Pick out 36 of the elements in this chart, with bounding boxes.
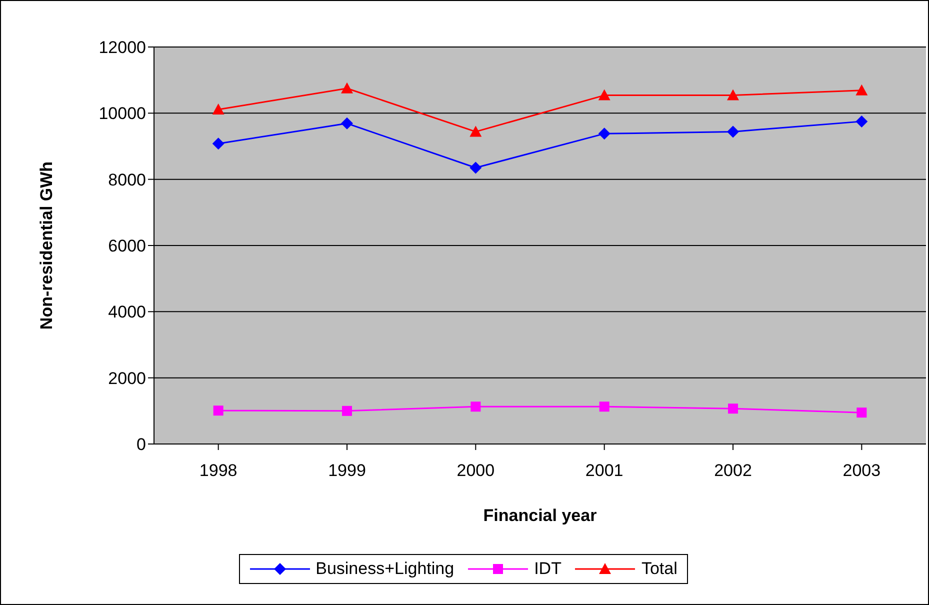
legend-label: Business+Lighting — [314, 559, 454, 579]
y-tick-label: 2000 — [108, 368, 146, 388]
y-tick-label: 12000 — [98, 38, 146, 58]
y-tick-label: 8000 — [108, 170, 146, 190]
y-tick-label: 4000 — [108, 302, 146, 322]
point — [856, 84, 868, 96]
point — [470, 402, 481, 412]
x-tick-label: 2000 — [456, 461, 495, 480]
point — [342, 406, 352, 416]
x-tick-label: 2001 — [585, 461, 624, 480]
y-tick-label: 6000 — [108, 236, 146, 256]
x-tick-label: 1998 — [199, 461, 238, 480]
point — [212, 104, 224, 115]
x-tick-label: 1999 — [328, 461, 366, 480]
point — [470, 126, 482, 137]
point — [598, 128, 610, 140]
point — [727, 89, 739, 100]
x-tick-label: 2002 — [714, 461, 752, 480]
y-axis-title: Non-residential GWh — [37, 161, 56, 330]
point — [727, 126, 739, 138]
point — [341, 82, 353, 94]
point — [212, 138, 224, 150]
point — [856, 408, 867, 418]
point — [599, 402, 610, 412]
point — [213, 406, 224, 416]
y-tick-label: 10000 — [98, 104, 146, 124]
point — [598, 89, 610, 100]
point — [856, 115, 868, 128]
legend-label: IDT — [533, 559, 562, 579]
x-tick-label: 2003 — [842, 461, 881, 480]
y-tick-label: 0 — [136, 435, 146, 454]
point — [728, 404, 738, 414]
x-axis-title: Financial year — [483, 506, 598, 526]
legend-label: Total — [640, 559, 678, 579]
point — [341, 117, 353, 130]
point — [470, 162, 482, 174]
